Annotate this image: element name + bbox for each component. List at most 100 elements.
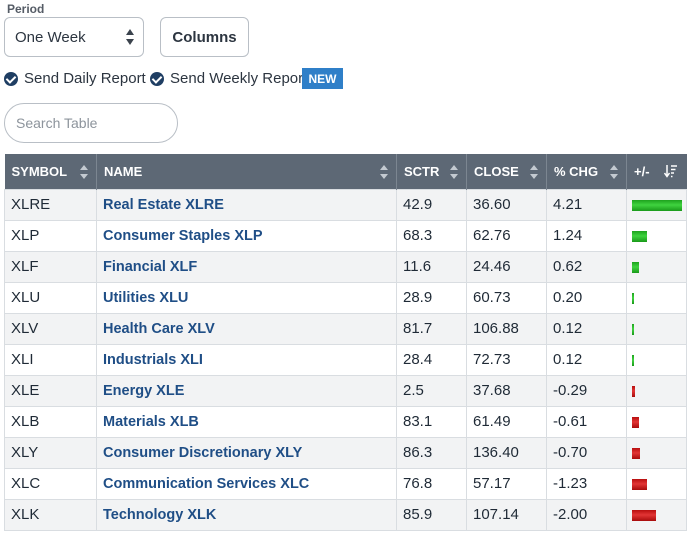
change-bar-cell — [626, 343, 687, 376]
sort-icon — [380, 165, 388, 179]
sort-icon — [450, 165, 458, 179]
period-select[interactable]: One Week — [4, 17, 144, 57]
table-row: XLV Health Care XLV 81.7 106.88 0.12 — [4, 312, 687, 345]
name-link[interactable]: Communication Services XLC — [96, 467, 397, 500]
name-link[interactable]: Financial XLF — [96, 250, 397, 283]
header-sctr[interactable]: SCTR — [396, 154, 467, 189]
search-input[interactable] — [4, 103, 178, 143]
pct-chg-cell: -1.23 — [546, 467, 627, 500]
negative-change-bar — [632, 447, 640, 459]
header-sctr-label: SCTR — [404, 163, 440, 179]
close-cell: 72.73 — [466, 343, 547, 376]
change-bar-cell — [626, 188, 687, 221]
header-close-label: CLOSE — [474, 163, 519, 179]
change-bar-cell — [626, 312, 687, 345]
send-weekly-report-label: Send Weekly Report — [170, 70, 308, 87]
close-cell: 106.88 — [466, 312, 547, 345]
header-name[interactable]: NAME — [96, 154, 397, 189]
change-bar-cell — [626, 498, 687, 531]
pct-chg-cell: -2.00 — [546, 498, 627, 531]
symbol-cell: XLB — [4, 405, 97, 438]
new-badge: NEW — [302, 68, 343, 89]
positive-change-bar — [632, 261, 639, 273]
pct-chg-cell: 0.12 — [546, 312, 627, 345]
pct-chg-cell: -0.70 — [546, 436, 627, 469]
close-cell: 24.46 — [466, 250, 547, 283]
positive-change-bar — [632, 199, 682, 211]
positive-change-bar — [632, 230, 647, 242]
header-symbol[interactable]: SYMBOL — [4, 154, 97, 189]
symbol-cell: XLC — [4, 467, 97, 500]
name-link[interactable]: Health Care XLV — [96, 312, 397, 345]
table-row: XLE Energy XLE 2.5 37.68 -0.29 — [4, 374, 687, 407]
pct-chg-cell: -0.29 — [546, 374, 627, 407]
table-row: XLP Consumer Staples XLP 68.3 62.76 1.24 — [4, 219, 687, 252]
sctr-cell: 76.8 — [396, 467, 467, 500]
close-cell: 37.68 — [466, 374, 547, 407]
columns-button[interactable]: Columns — [160, 17, 249, 57]
sctr-cell: 2.5 — [396, 374, 467, 407]
symbol-cell: XLF — [4, 250, 97, 283]
name-link[interactable]: Industrials XLI — [96, 343, 397, 376]
symbol-cell: XLK — [4, 498, 97, 531]
close-cell: 61.49 — [466, 405, 547, 438]
header-plus-minus[interactable]: +/- — [626, 154, 687, 189]
name-link[interactable]: Real Estate XLRE — [96, 188, 397, 221]
name-link[interactable]: Technology XLK — [96, 498, 397, 531]
close-cell: 62.76 — [466, 219, 547, 252]
header-plus-minus-label: +/- — [634, 163, 650, 179]
check-circle-icon — [4, 71, 18, 86]
close-cell: 36.60 — [466, 188, 547, 221]
sctr-cell: 81.7 — [396, 312, 467, 345]
header-pct-chg[interactable]: % CHG — [546, 154, 627, 189]
name-link[interactable]: Utilities XLU — [96, 281, 397, 314]
sctr-cell: 85.9 — [396, 498, 467, 531]
change-bar-cell — [626, 250, 687, 283]
sctr-cell: 28.4 — [396, 343, 467, 376]
send-daily-report-toggle[interactable]: Send Daily Report — [4, 70, 146, 87]
period-label: Period — [7, 2, 45, 16]
close-cell: 57.17 — [466, 467, 547, 500]
sort-icon — [80, 165, 88, 179]
table-row: XLI Industrials XLI 28.4 72.73 0.12 — [4, 343, 687, 376]
name-link[interactable]: Materials XLB — [96, 405, 397, 438]
pct-chg-cell: 0.12 — [546, 343, 627, 376]
sctr-cell: 83.1 — [396, 405, 467, 438]
symbol-cell: XLU — [4, 281, 97, 314]
sort-icon — [530, 165, 538, 179]
send-weekly-report-toggle[interactable]: Send Weekly Report — [150, 70, 307, 87]
close-cell: 107.14 — [466, 498, 547, 531]
change-bar-cell — [626, 467, 687, 500]
negative-change-bar — [632, 478, 647, 490]
sctr-cell: 68.3 — [396, 219, 467, 252]
symbol-cell: XLV — [4, 312, 97, 345]
change-bar-cell — [626, 374, 687, 407]
change-bar-cell — [626, 219, 687, 252]
table-header-row: SYMBOL NAME SCTR CLOSE % CHG +/- — [4, 154, 687, 189]
symbol-cell: XLP — [4, 219, 97, 252]
positive-change-bar — [632, 323, 634, 335]
table-row: XLK Technology XLK 85.9 107.14 -2.00 — [4, 498, 687, 531]
pct-chg-cell: 1.24 — [546, 219, 627, 252]
name-link[interactable]: Consumer Staples XLP — [96, 219, 397, 252]
symbol-cell: XLRE — [4, 188, 97, 221]
sector-table: SYMBOL NAME SCTR CLOSE % CHG +/- XLRE Rea… — [4, 154, 687, 531]
pct-chg-cell: 0.62 — [546, 250, 627, 283]
table-row: XLB Materials XLB 83.1 61.49 -0.61 — [4, 405, 687, 438]
name-link[interactable]: Consumer Discretionary XLY — [96, 436, 397, 469]
negative-change-bar — [632, 509, 656, 521]
sctr-cell: 11.6 — [396, 250, 467, 283]
send-daily-report-label: Send Daily Report — [24, 70, 146, 87]
table-row: XLF Financial XLF 11.6 24.46 0.62 — [4, 250, 687, 283]
close-cell: 136.40 — [466, 436, 547, 469]
name-link[interactable]: Energy XLE — [96, 374, 397, 407]
sort-icon — [610, 165, 618, 179]
header-close[interactable]: CLOSE — [466, 154, 547, 189]
period-selected-value: One Week — [15, 28, 86, 46]
sctr-cell: 86.3 — [396, 436, 467, 469]
positive-change-bar — [632, 354, 634, 366]
pct-chg-cell: -0.61 — [546, 405, 627, 438]
close-cell: 60.73 — [466, 281, 547, 314]
sctr-cell: 28.9 — [396, 281, 467, 314]
symbol-cell: XLI — [4, 343, 97, 376]
